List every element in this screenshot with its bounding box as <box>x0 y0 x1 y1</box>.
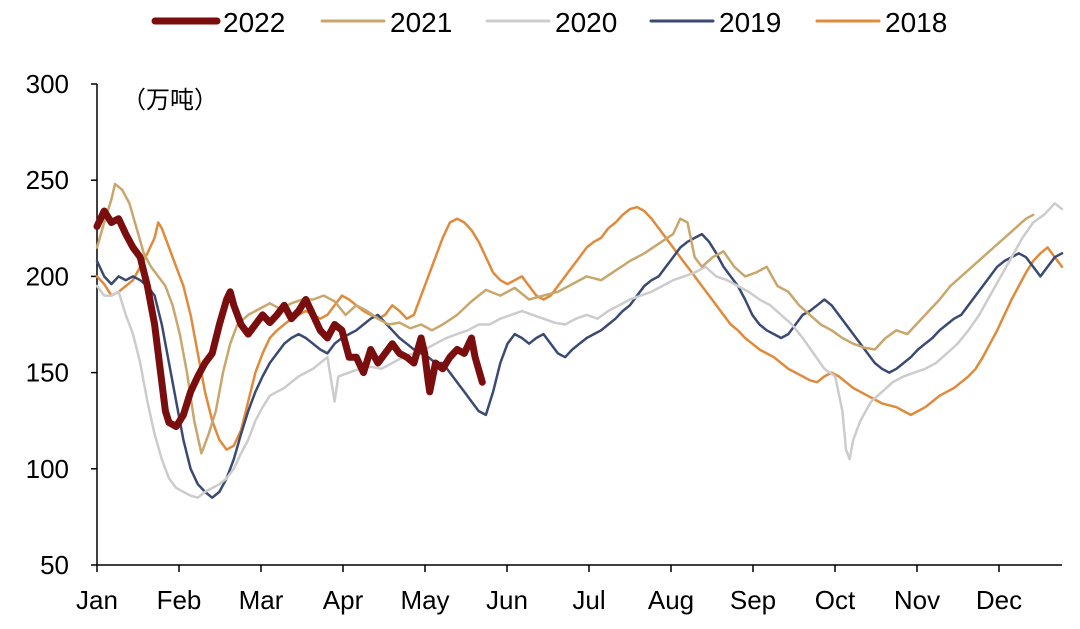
y-axis: 50 100 150 200 250 300 <box>26 69 98 580</box>
legend-label-2022: 2022 <box>223 7 285 38</box>
series-group <box>93 182 1064 499</box>
x-tick-label: Jul <box>572 585 605 615</box>
series-line-2020 <box>95 202 1064 499</box>
legend-label-2019: 2019 <box>719 7 781 38</box>
x-tick-label: Sep <box>730 585 776 615</box>
x-tick-label: Jan <box>76 585 118 615</box>
x-tick-label: May <box>400 585 449 615</box>
x-tick-label: Dec <box>976 585 1022 615</box>
legend: 2022 2021 2020 2019 2018 <box>151 7 947 38</box>
series-line-2021 <box>95 182 1035 455</box>
x-tick-label: Nov <box>894 585 940 615</box>
y-tick-label: 250 <box>26 165 69 195</box>
legend-label-2018: 2018 <box>885 7 947 38</box>
x-tick-label: Feb <box>157 585 202 615</box>
x-tick-label: Jun <box>486 585 528 615</box>
y-tick-label: 50 <box>40 550 69 580</box>
x-tick-label: Mar <box>239 585 284 615</box>
y-tick-label: 150 <box>26 358 69 388</box>
legend-label-2021: 2021 <box>390 7 452 38</box>
x-tick-label: Oct <box>815 585 856 615</box>
y-tick-label: 300 <box>26 69 69 99</box>
series-line-2018 <box>95 205 1064 451</box>
x-axis: Jan Feb Mar Apr May Jun Jul Aug Sep Oct Nov Dec <box>76 564 1062 615</box>
legend-label-2020: 2020 <box>555 7 617 38</box>
series-line-2019 <box>95 232 1064 499</box>
y-tick-label: 200 <box>26 261 69 291</box>
series-line-2022 <box>93 207 486 430</box>
x-tick-label: Aug <box>648 585 694 615</box>
x-tick-label: Apr <box>323 585 364 615</box>
y-tick-label: 100 <box>26 454 69 484</box>
unit-label: （万吨） <box>122 87 218 114</box>
